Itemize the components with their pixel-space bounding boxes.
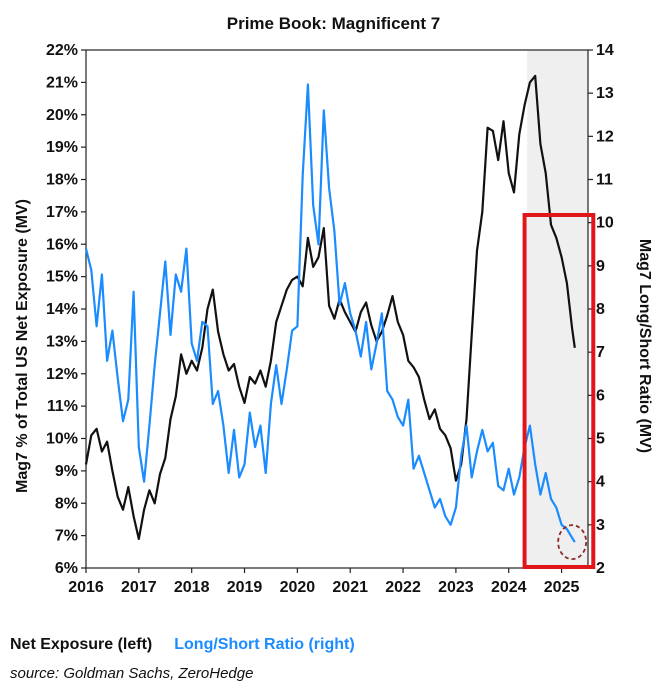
x-tick-label: 2019 (227, 579, 263, 596)
y-right-tick-label: 6 (596, 387, 605, 404)
y-right-tick-label: 4 (596, 474, 605, 491)
y-left-tick-label: 12% (46, 366, 78, 383)
highlight-circle (557, 524, 588, 560)
y-left-tick-label: 13% (46, 333, 78, 350)
y-axis-right-title: Mag7 Long/Short Ratio (MV) (636, 239, 653, 453)
y-left-tick-label: 15% (46, 269, 78, 286)
source-note: source: Goldman Sachs, ZeroHedge (10, 665, 254, 682)
y-left-tick-label: 21% (46, 74, 78, 91)
y-left-tick-label: 20% (46, 107, 78, 124)
highlight-box (522, 213, 596, 569)
x-tick-label: 2020 (280, 579, 316, 596)
axes-layer: 22% 21% 20% 19% 18% 17% 16% 15% 14% 13% 12% 11% 10% 9… (46, 42, 614, 596)
y-right-tick-label: 3 (596, 517, 605, 534)
x-tick-label: 2022 (385, 579, 421, 596)
x-tick-label: 2016 (68, 579, 104, 596)
y-right-tick-label: 14 (596, 42, 614, 59)
y-left-tick-label: 11% (47, 398, 78, 415)
y-left-tick-label: 19% (46, 139, 78, 156)
x-tick-label: 2024 (491, 579, 527, 596)
y-left-tick-label: 17% (46, 204, 78, 221)
y-left-tick-label: 10% (46, 431, 78, 448)
series-net-exposure-line (84, 74, 576, 541)
y-axis-left-title: Mag7 % of Total US Net Exposure (MV) (14, 199, 31, 493)
highlight-overlay-layer (522, 213, 596, 569)
x-tick-label: 2025 (544, 579, 580, 596)
y-left-tick-label: 16% (46, 236, 78, 253)
y-left-tick-label: 14% (46, 301, 78, 318)
shaded-region-layer (527, 50, 588, 568)
y-right-tick-label: 9 (596, 258, 605, 275)
series-lines-layer (84, 74, 576, 543)
y-right-tick-label: 10 (596, 215, 614, 232)
y-left-tick-label: 9% (55, 463, 78, 480)
y-left-tick-label: 8% (55, 495, 78, 512)
y-left-tick-label: 18% (46, 172, 78, 189)
x-tick-label: 2018 (174, 579, 210, 596)
y-right-tick-label: 13 (596, 85, 614, 102)
shaded-region (527, 50, 588, 568)
legend-long-short-ratio: Long/Short Ratio (right) (174, 636, 355, 653)
y-right-tick-label: 8 (596, 301, 605, 318)
chart-legend: Net Exposure (left) Long/Short Ratio (rig… (10, 636, 355, 654)
series-long-short-ratio-line (84, 83, 576, 543)
y-right-tick-label: 5 (596, 431, 605, 448)
y-right-tick-label: 7 (596, 344, 605, 361)
y-left-tick-label: 6% (55, 560, 78, 577)
y-left-tick-label: 22% (46, 42, 78, 59)
y-right-tick-label: 12 (596, 128, 614, 145)
x-tick-label: 2023 (438, 579, 474, 596)
y-left-tick-label: 7% (55, 528, 78, 545)
x-tick-label: 2021 (332, 579, 368, 596)
x-tick-label: 2017 (121, 579, 157, 596)
y-right-tick-label: 2 (596, 560, 605, 577)
chart-title: Prime Book: Magnificent 7 (226, 14, 441, 33)
y-right-tick-label: 11 (596, 172, 613, 189)
legend-net-exposure: Net Exposure (left) (10, 636, 153, 653)
